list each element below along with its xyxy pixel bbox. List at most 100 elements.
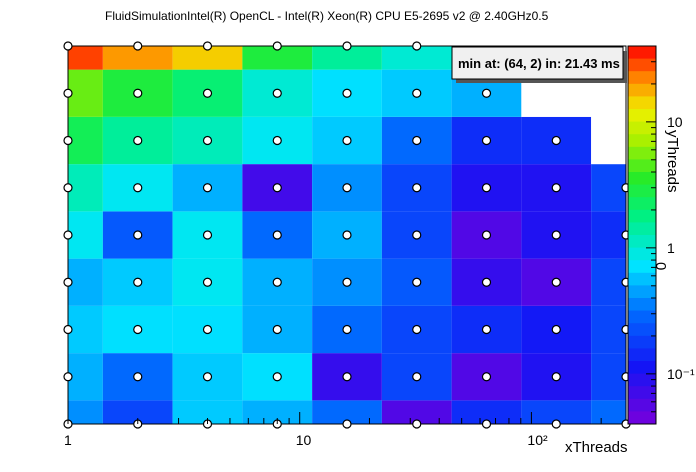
data-point	[202, 277, 213, 287]
color-bar-band	[628, 71, 656, 85]
data-point	[202, 135, 213, 146]
data-point	[412, 135, 422, 146]
heatmap-cell-empty	[591, 116, 626, 165]
color-bar-band	[628, 197, 656, 211]
color-bar-band	[628, 184, 656, 198]
annotation-background	[451, 46, 624, 80]
data-point	[272, 277, 282, 287]
heatmap-cell	[172, 46, 243, 70]
data-point	[342, 277, 352, 287]
data-point	[481, 324, 492, 335]
heatmap-cell	[172, 400, 243, 424]
data-point	[342, 419, 352, 429]
heatmap-cell	[68, 69, 103, 117]
data-point	[551, 277, 561, 287]
color-bar-frame	[627, 45, 657, 425]
color-bar-band	[628, 134, 656, 148]
data-point	[63, 88, 73, 98]
data-point	[133, 88, 143, 98]
data-point	[63, 41, 73, 51]
data-point	[481, 277, 492, 287]
color-bar-ticks: 10 1 10⁻¹	[646, 45, 695, 425]
data-point	[342, 135, 352, 146]
min-annotation-box: min at: (64, 2) in: 21.43 ms	[451, 46, 627, 83]
data-point	[481, 372, 492, 382]
heatmap-cell	[451, 400, 522, 424]
data-point	[551, 324, 561, 335]
data-point	[133, 41, 143, 51]
data-point	[133, 135, 143, 146]
data-point	[412, 88, 422, 98]
data-point	[551, 135, 561, 146]
data-point	[272, 183, 282, 193]
color-bar-band	[628, 96, 656, 110]
data-point	[272, 41, 282, 51]
color-bar-band	[628, 159, 656, 173]
data-point	[412, 419, 422, 429]
color-bar-band	[628, 348, 656, 362]
data-point	[342, 183, 352, 193]
color-bar	[627, 45, 657, 425]
color-bar-band	[628, 235, 656, 249]
heatmap-cell	[242, 400, 313, 424]
heatmap-cell	[381, 46, 452, 70]
data-point	[481, 419, 492, 429]
data-point	[551, 183, 561, 193]
data-point	[272, 324, 282, 335]
data-point	[412, 324, 422, 335]
data-point	[202, 88, 213, 98]
heatmap-cell	[68, 258, 103, 306]
heatmap-cell	[102, 400, 173, 424]
color-bar-band	[628, 272, 656, 286]
heatmap-cell	[312, 46, 382, 70]
heatmap-cell	[68, 164, 103, 212]
z-tick-label: 10⁻¹	[667, 366, 695, 382]
color-bar-band	[628, 260, 656, 274]
z-tick-label: 10	[667, 114, 683, 130]
color-bar-band	[628, 361, 656, 375]
data-point	[481, 135, 492, 146]
color-bar-band	[628, 398, 656, 412]
color-bar-band	[628, 58, 656, 72]
heatmap-cell	[68, 116, 103, 165]
heatmap-cells	[68, 46, 626, 424]
data-point	[342, 41, 352, 51]
heatmap-cell	[591, 164, 626, 212]
data-point	[412, 183, 422, 193]
heatmap-cell	[68, 211, 103, 259]
data-point	[412, 41, 422, 51]
x-axis: 1 10 10²	[64, 412, 602, 448]
heatmap-cell	[591, 353, 626, 401]
data-point	[481, 88, 492, 98]
color-bar-band	[628, 109, 656, 123]
heatmap-cell	[68, 305, 103, 354]
x-tick-label: 1	[64, 432, 72, 448]
data-point	[551, 419, 561, 429]
data-point	[481, 183, 492, 193]
color-bar-band	[628, 285, 656, 299]
heatmap-cell	[521, 400, 592, 424]
data-point	[272, 230, 282, 240]
annotation-text: min at: (64, 2) in: 21.43 ms	[458, 56, 620, 71]
heatmap-cell	[591, 400, 626, 424]
data-point	[342, 230, 352, 240]
data-point	[272, 88, 282, 98]
color-bar-band	[628, 310, 656, 324]
data-point	[133, 372, 143, 382]
x-axis-label: xThreads	[565, 439, 628, 456]
data-point	[412, 372, 422, 382]
heatmap-cell	[68, 353, 103, 401]
color-bar-band	[628, 247, 656, 261]
data-point	[342, 88, 352, 98]
y-axis-label: yThreads	[664, 130, 681, 193]
z-axis-label: 0	[652, 262, 669, 270]
heatmap-cell	[591, 211, 626, 259]
color-bar-band	[628, 46, 656, 60]
color-bar-band	[628, 323, 656, 337]
color-bar-band	[628, 172, 656, 186]
data-point	[133, 230, 143, 240]
heatmap-cell	[68, 400, 103, 424]
data-point	[63, 183, 73, 193]
data-point	[133, 183, 143, 193]
